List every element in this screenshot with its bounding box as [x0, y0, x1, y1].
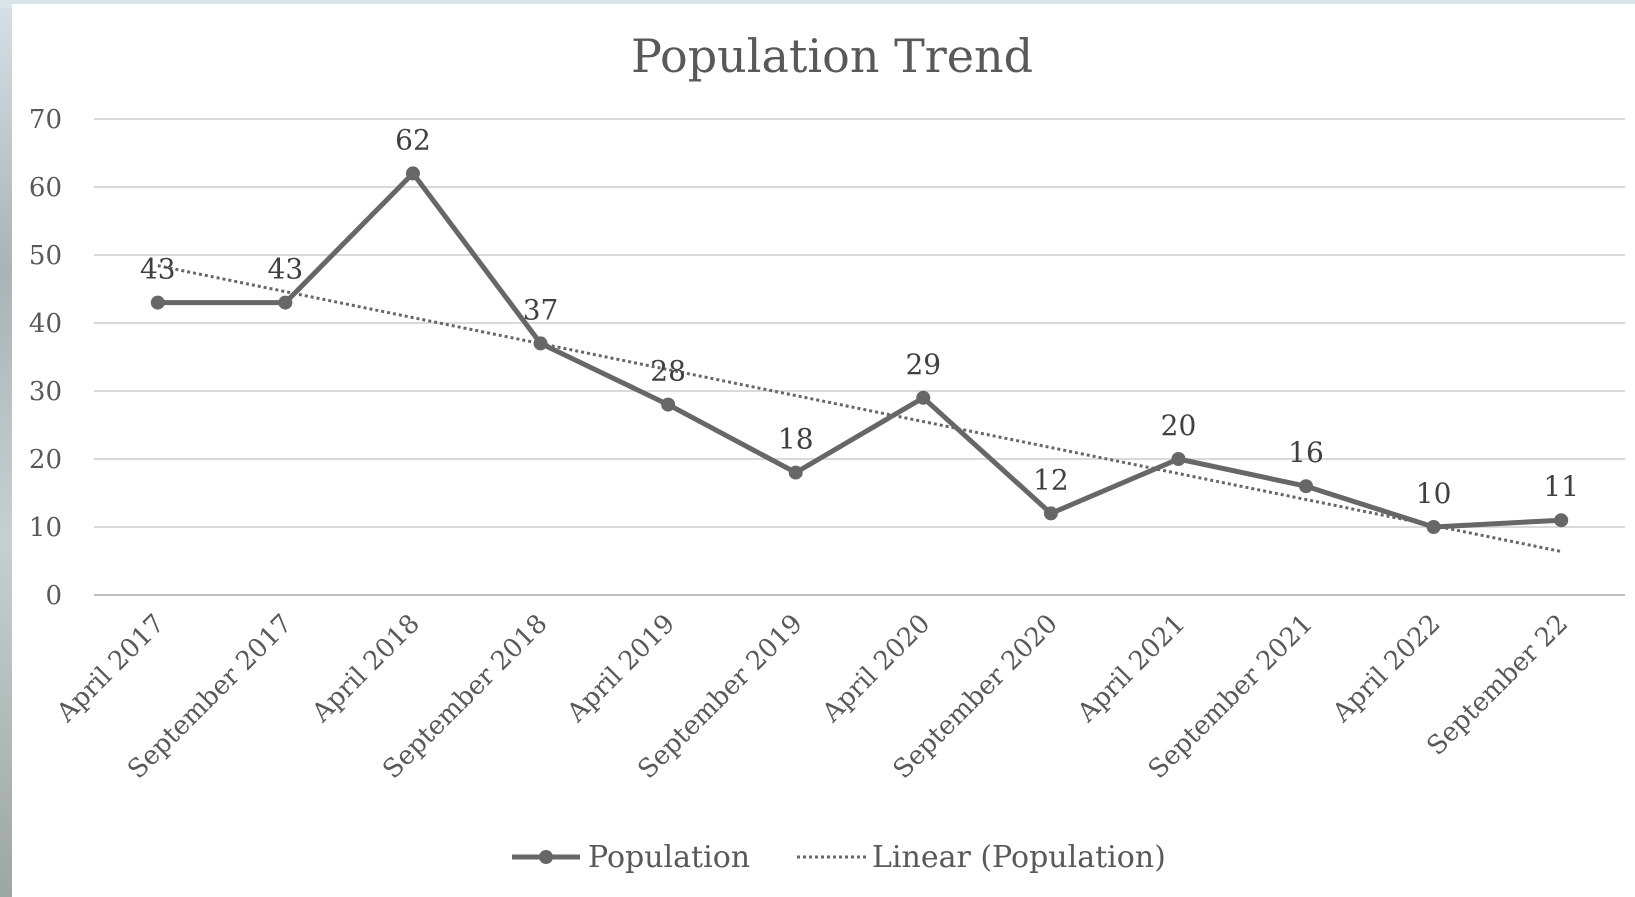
data-point — [278, 295, 293, 310]
data-label: 43 — [140, 253, 176, 286]
y-tick-label: 60 — [29, 173, 62, 203]
data-point — [1171, 452, 1186, 466]
x-tick-label: April 2022 — [1326, 609, 1446, 729]
y-tick-label: 50 — [29, 241, 62, 271]
data-point — [405, 166, 420, 181]
data-point — [661, 397, 676, 412]
data-point — [1299, 479, 1314, 494]
data-label: 18 — [778, 423, 814, 456]
x-tick-label: April 2020 — [816, 609, 936, 729]
y-tick-label: 40 — [29, 309, 62, 339]
x-tick-label: April 2019 — [561, 609, 681, 729]
data-labels: 43 43 62 37 28 18 29 12 20 16 10 11 — [140, 123, 1579, 510]
y-tick-label: 20 — [29, 445, 62, 475]
data-label: 29 — [905, 348, 941, 381]
data-point — [1043, 506, 1058, 521]
data-point — [1426, 520, 1441, 534]
data-label: 28 — [650, 355, 686, 388]
x-tick-label: April 2021 — [1071, 609, 1191, 729]
series-line — [157, 170, 1562, 530]
legend-label-trendline: Linear (Population) — [872, 840, 1166, 875]
data-point — [150, 295, 165, 310]
data-point — [788, 465, 803, 480]
trendline — [157, 264, 1562, 553]
legend-label-population: Population — [588, 840, 750, 875]
data-label: 37 — [523, 293, 559, 326]
data-point — [916, 390, 931, 405]
series-population — [150, 166, 1569, 534]
x-tick-label: April 2018 — [306, 609, 426, 729]
x-tick-label: April 2017 — [51, 609, 171, 729]
data-label: 16 — [1288, 436, 1324, 469]
data-point — [533, 336, 548, 351]
data-label: 43 — [268, 253, 304, 286]
chart-panel — [12, 4, 1635, 897]
gridlines — [94, 118, 1625, 596]
legend: Population Linear (Population) — [512, 840, 1166, 875]
y-tick-label: 70 — [29, 105, 62, 135]
data-label: 10 — [1416, 477, 1452, 510]
data-label: 20 — [1161, 409, 1197, 442]
data-point — [1554, 513, 1569, 528]
data-label: 62 — [395, 123, 431, 156]
data-label: 11 — [1543, 470, 1579, 503]
y-tick-label: 30 — [29, 377, 62, 407]
legend-marker-population-dot — [539, 850, 553, 864]
trendline-path — [157, 264, 1562, 553]
y-tick-label: 10 — [29, 513, 62, 543]
y-tick-label: 0 — [45, 581, 62, 611]
y-axis: 0 10 20 30 40 50 60 70 — [29, 105, 62, 611]
data-label: 12 — [1033, 463, 1069, 496]
chart-title: Population Trend — [631, 29, 1033, 83]
